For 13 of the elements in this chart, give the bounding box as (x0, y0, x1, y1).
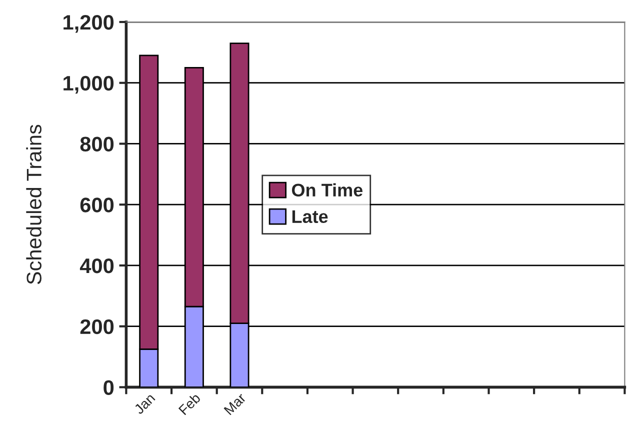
x-tick-label: Feb (178, 392, 201, 416)
y-tick-label: 400 (80, 258, 114, 274)
y-tick-label: 800 (80, 136, 114, 152)
legend-label: On Time (292, 183, 363, 197)
y-tick-label: 1,000 (64, 76, 114, 94)
y-axis-title: Scheduled Trains (26, 124, 42, 284)
legend-label: Late (292, 210, 328, 224)
y-tick-label: 0 (104, 380, 114, 395)
y-tick-label: 1,200 (64, 15, 114, 33)
y-tick-label: 200 (80, 319, 114, 334)
x-tick-label: Jan (134, 392, 156, 415)
y-tick-label: 600 (80, 198, 114, 212)
x-tick-label: Mar (224, 392, 247, 416)
